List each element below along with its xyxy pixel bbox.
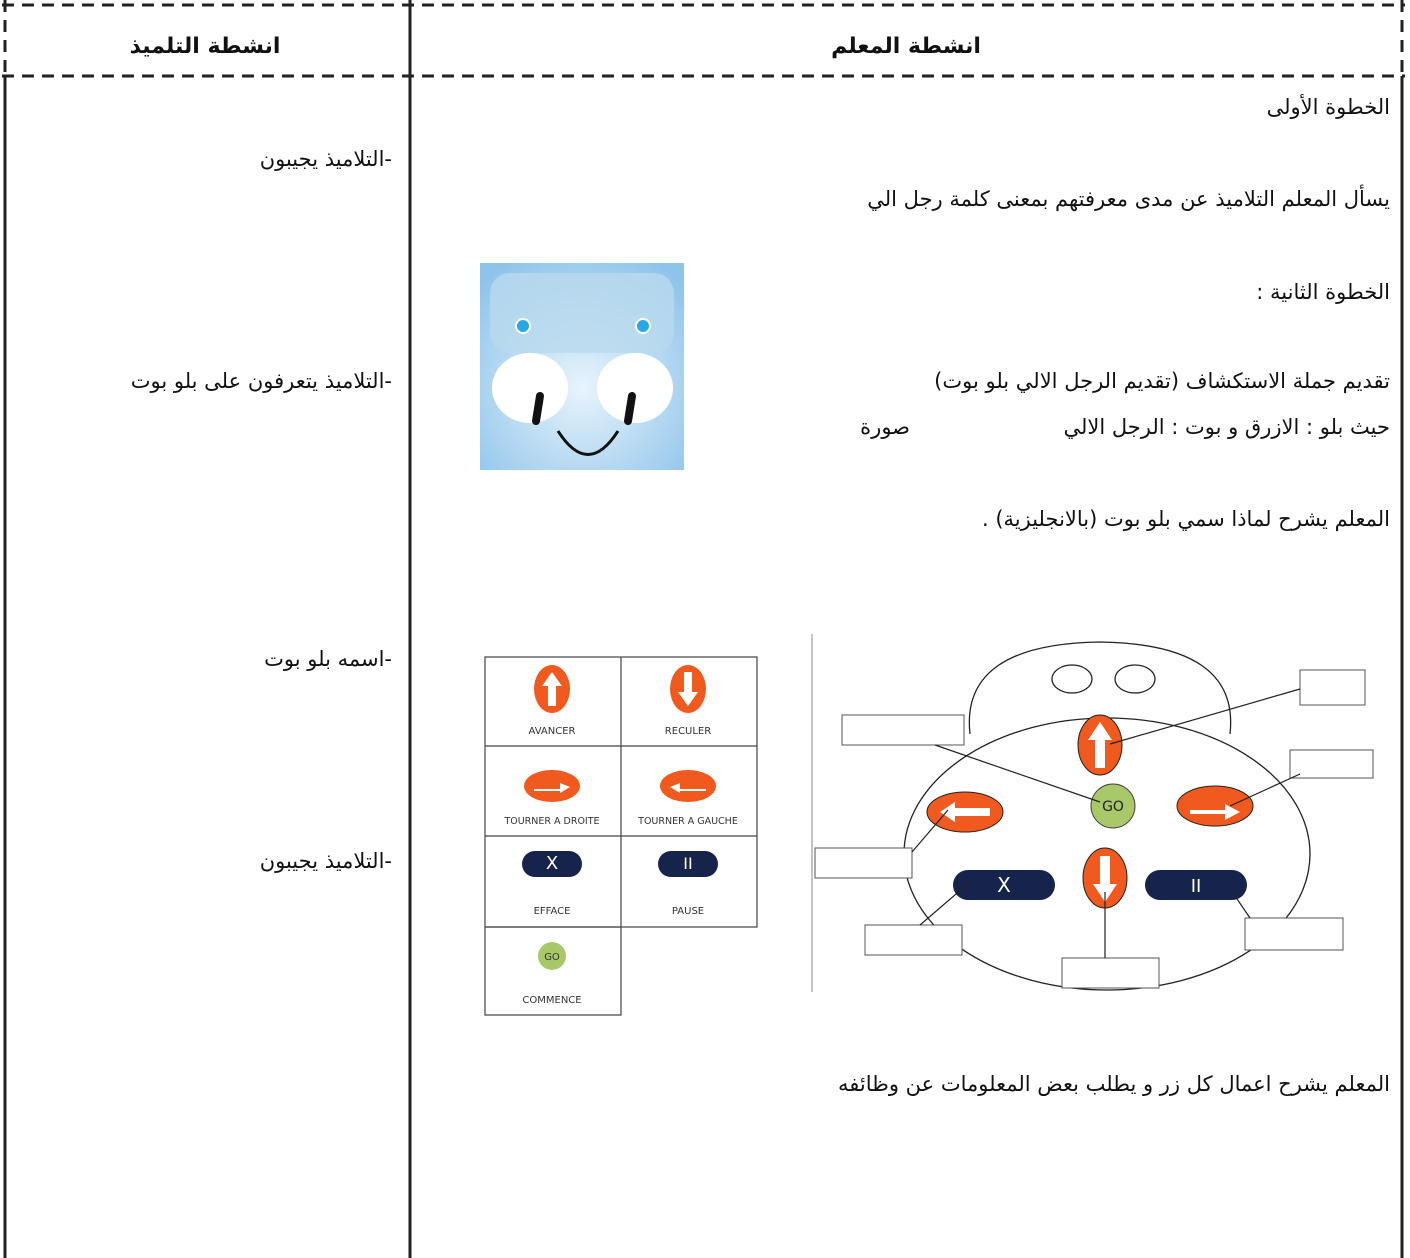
command-label: AVANCER <box>529 726 576 737</box>
robot-diagram-image: GO X II <box>811 634 1374 992</box>
student-header: انشطة التلميذ <box>129 34 281 59</box>
command-label: EFFACE <box>534 906 571 917</box>
student-line: -التلاميذ يجيبون <box>259 849 392 873</box>
image-caption: صورة <box>860 415 910 439</box>
go-symbol: GO <box>1102 799 1124 815</box>
command-label: TOURNER A GAUCHE <box>637 816 738 827</box>
teacher-header: انشطة المعلم <box>831 34 981 59</box>
go-symbol: GO <box>544 952 560 963</box>
teacher-line: حيث بلو : الازرق و بوت : الرجل الالي <box>1063 415 1390 439</box>
teacher-line: الخطوة الأولى <box>1266 95 1390 119</box>
command-label: TOURNER A DROITE <box>503 816 599 827</box>
pause-symbol: II <box>683 854 692 873</box>
erase-symbol: X <box>546 853 558 874</box>
command-label: COMMENCE <box>522 995 581 1006</box>
teacher-line: يسأل المعلم التلاميذ عن مدى معرفتهم بمعن… <box>867 187 1390 211</box>
command-label: PAUSE <box>672 906 704 917</box>
command-card-image: X II GO AVANCER RECULER TOURNER A DROITE… <box>484 656 758 1016</box>
pause-symbol: II <box>1191 876 1202 897</box>
student-line: -اسمه بلو بوت <box>264 647 392 671</box>
teacher-line: الخطوة الثانية : <box>1256 280 1390 304</box>
teacher-line: المعلم يشرح اعمال كل زر و يطلب بعض المعل… <box>838 1072 1390 1096</box>
student-line: -التلاميذ يجيبون <box>259 147 392 171</box>
command-label: RECULER <box>665 726 711 737</box>
erase-symbol: X <box>997 873 1011 897</box>
teacher-line: تقديم جملة الاستكشاف (تقديم الرجل الالي … <box>934 369 1390 393</box>
bluebot-face-image <box>480 263 684 470</box>
student-line: -التلاميذ يتعرفون على بلو بوت <box>130 369 392 393</box>
teacher-line: المعلم يشرح لماذا سمي بلو بوت (بالانجليز… <box>981 507 1390 531</box>
